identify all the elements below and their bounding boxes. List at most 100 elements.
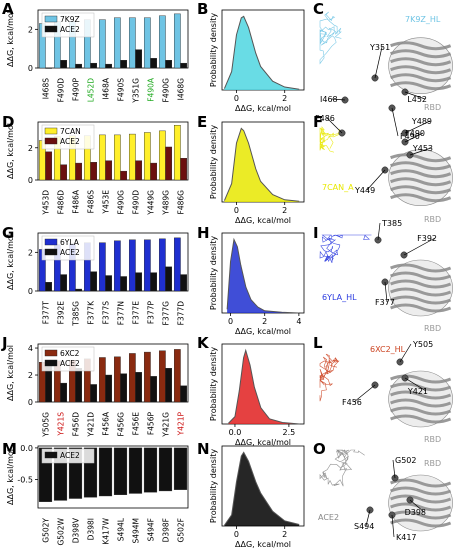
plot-frame-g (37, 232, 189, 292)
legend-label-a-0: 7K9Z (60, 15, 80, 24)
x-tick-label-j-5: F456G (117, 412, 126, 437)
bar-d-s1-6 (128, 133, 136, 181)
residue-pointer-o-3 (409, 499, 425, 513)
residue-label-o-2: K417 (396, 533, 417, 542)
rbd-strand-f-1 (390, 161, 452, 171)
rbd-strand-o-4 (390, 510, 452, 520)
residue-label-c-0: Y351 (369, 43, 390, 52)
bar-g-s2-4 (105, 275, 113, 292)
chain-label-i: 6YLA_HL (322, 293, 357, 302)
bar-a-s2-1 (60, 60, 68, 69)
y-axis-label-d: ΔΔG, kcal/mol (6, 123, 15, 179)
rbd-strand-o-3 (390, 502, 452, 512)
y-tick-label-m-0: 0.0 (20, 444, 33, 453)
structure-panel-c: 7K9Z_HL RBD Y351 I468 L452 F490 (319, 11, 453, 141)
density-line-b (223, 15, 300, 90)
panel-letter-e: E (197, 113, 207, 131)
bar-j-s2-4 (105, 374, 113, 403)
chain-label-f: 7CAN_A (322, 183, 354, 192)
density-area-h (227, 239, 299, 313)
rbd-strand-i-5 (390, 303, 452, 313)
bar-d-s1-5 (113, 134, 121, 181)
bar-a-s1-7 (143, 17, 151, 69)
x-tick-label-a-6: Y351G (132, 78, 141, 104)
panel-letters: A B C D E F G H I J K L M N O (1, 0, 326, 458)
density-area-e (224, 128, 300, 202)
rbd-strand-l-4 (390, 406, 452, 416)
x-tick-label-j-8: Y421G (162, 412, 171, 438)
bar-j-s2-6 (135, 372, 143, 403)
y-tick-label-j-0: 0 (28, 398, 33, 407)
x-tick-label-k-0: 0.0 (229, 428, 242, 437)
residue-pointer-i-1 (403, 237, 436, 256)
rbd-body-i (388, 259, 453, 317)
x-tick-label-d-7: Y449G (147, 190, 156, 216)
x-tick-label-m-6: S494M (132, 518, 141, 544)
y-tick-label-j-2: 4 (28, 344, 33, 353)
residue-pointer-c-0 (374, 46, 383, 79)
y-axis-label-a: ΔΔG, kcal/mol (6, 11, 15, 67)
residue-pointer-i-0 (377, 222, 381, 241)
x-axis-label-n: ΔΔG, kcal/mol (235, 540, 291, 549)
x-tick-label-h-1: 2 (262, 317, 267, 326)
legend-swatch-d-1 (44, 137, 58, 145)
residue-label-l-0: Y505 (412, 340, 433, 349)
bar-g-s2-1 (60, 274, 68, 292)
panel-letter-f: F (313, 113, 323, 131)
bar-g-s1-9 (173, 237, 181, 292)
y-axis-label-m: ΔΔG, kcal/mol (6, 449, 15, 505)
bar-g-s2-6 (135, 272, 143, 292)
structure-panel-i: 6YLA_HL RBD T385 F392 F377 (319, 219, 453, 333)
x-tick-label-g-6: F377E (132, 301, 141, 325)
bar-m-s1-4 (98, 447, 113, 497)
bar-a-s2-0 (45, 67, 53, 69)
bar-d-s2-4 (105, 160, 113, 181)
plot-frame-m (37, 445, 189, 509)
density-line-e (223, 127, 300, 202)
x-tick-label-d-8: Y489G (162, 190, 171, 216)
panel-letter-o: O (313, 440, 326, 458)
density-area-n (224, 452, 300, 526)
legend-label-j-1: ACE2 (60, 359, 80, 368)
x-tick-label-d-3: F486S (87, 190, 96, 214)
x-tick-label-h-0: 0 (228, 317, 233, 326)
x-tick-label-m-7: S494F (147, 518, 156, 541)
x-tick-label-g-3: F377K (87, 300, 96, 325)
bar-j-s2-3 (90, 384, 98, 403)
x-tick-label-a-8: F490G (162, 78, 171, 103)
partner-chain-f (319, 126, 340, 153)
panel-letter-m: M (2, 440, 17, 458)
x-tick-label-m-1: G502W (57, 517, 66, 545)
rbd-strand-o-0 (390, 478, 452, 488)
y-tick-label-m-1: -0.5 (17, 476, 33, 485)
bar-a-s2-4 (105, 63, 113, 69)
bar-g-s2-3 (90, 271, 98, 292)
residue-label-o-1: S494 (354, 522, 374, 531)
partner-chain-i (319, 234, 372, 264)
legend-label-d-0: 7CAN (60, 127, 81, 136)
x-tick-label-a-7: F490A (147, 77, 156, 102)
panel-letter-b: B (197, 0, 208, 18)
legend-swatch-d-0 (44, 127, 58, 135)
chart-panel-d: 0 2 ΔΔG, kcal/mol Y453D F486D F486A F486S Y453E… (6, 121, 189, 216)
residue-label-l-2: F456 (342, 398, 362, 407)
bar-a-s1-8 (158, 15, 166, 69)
rbd-strand-i-1 (390, 271, 452, 281)
legend-swatch-j-0 (44, 349, 58, 357)
x-tick-label-k-1: 2.5 (283, 428, 296, 437)
bar-g-s1-4 (98, 242, 106, 292)
bar-g-s1-5 (113, 240, 121, 292)
partner-chain-o (319, 449, 365, 487)
legend-label-g-0: 6YLA (60, 238, 80, 247)
rbd-strand-i-4 (390, 295, 452, 305)
bar-g-s2-9 (180, 274, 188, 292)
bar-d-s2-9 (180, 158, 188, 181)
structure-panel-o: ACE2 RBD G502 S494 K417 D398 (318, 449, 453, 542)
rbd-strand-f-2 (390, 169, 452, 179)
bar-d-s2-3 (90, 162, 98, 181)
y-axis-label-g: ΔΔG, kcal/mol (6, 234, 15, 290)
rbd-strand-o-5 (390, 518, 452, 528)
bar-g-s2-5 (120, 276, 128, 292)
x-tick-label-g-5: F377N (117, 301, 126, 325)
